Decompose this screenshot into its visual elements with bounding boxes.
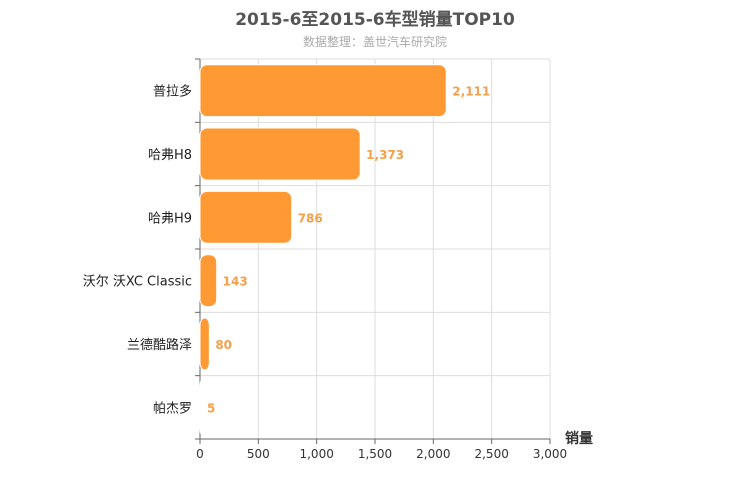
- x-tick-label: 2,500: [474, 447, 508, 461]
- data-label: 143: [223, 275, 248, 289]
- x-tick-label: 1,500: [358, 447, 392, 461]
- category-label: 哈弗H8: [148, 148, 192, 163]
- x-tick-label: 1,000: [299, 447, 333, 461]
- data-label: 786: [298, 211, 323, 225]
- x-tick-label: 0: [196, 447, 204, 461]
- chart-title: 2015-6至2015-6车型销量TOP10: [235, 10, 515, 30]
- x-tick-label: 3,000: [533, 447, 567, 461]
- data-label: 2,111: [452, 85, 490, 99]
- bar: [199, 190, 293, 244]
- data-label: 1,373: [366, 148, 404, 162]
- data-label: 80: [215, 338, 232, 352]
- category-label: 哈弗H9: [148, 211, 192, 226]
- category-label: 普拉多: [153, 84, 192, 100]
- bar: [199, 127, 361, 181]
- category-label: 兰德酷路泽: [127, 337, 192, 353]
- x-tick-label: 2,000: [416, 447, 450, 461]
- category-label: 帕杰罗: [153, 401, 192, 416]
- data-label: 5: [207, 401, 215, 415]
- bar: [199, 254, 218, 308]
- bar: [199, 317, 210, 371]
- x-tick-label: 500: [247, 447, 270, 461]
- bar: [199, 64, 447, 118]
- category-label: 沃尔 沃XC Classic: [83, 275, 192, 290]
- bar: [199, 380, 202, 434]
- x-axis-title: 销量: [565, 430, 593, 447]
- chart-subtitle: 数据整理：盖世汽车研究院: [302, 35, 447, 49]
